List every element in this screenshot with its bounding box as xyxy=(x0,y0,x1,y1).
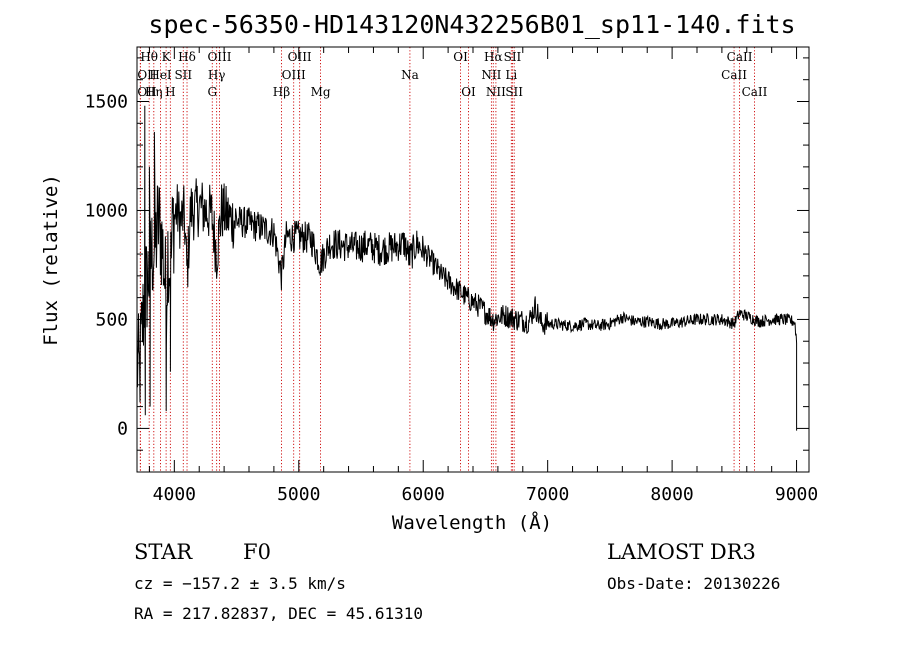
y-tick-label: 500 xyxy=(95,309,128,330)
spectral-line-label: CaII xyxy=(727,50,753,64)
spectrum-trace xyxy=(136,105,798,431)
spectral-line-label: CaII xyxy=(721,68,747,82)
y-tick-label: 1500 xyxy=(85,91,128,112)
x-tick-label: 4000 xyxy=(153,484,196,505)
plot-frame xyxy=(136,46,810,473)
spectral-line-label: OI xyxy=(461,85,476,99)
observation-date: Obs-Date: 20130226 xyxy=(607,574,780,593)
spectral-line-label: H xyxy=(165,85,175,99)
x-tick-label: 5000 xyxy=(277,484,320,505)
spectral-line-label: Mg xyxy=(311,85,331,99)
chart-title: spec-56350-HD143120N432256B01_sp11-140.f… xyxy=(148,10,795,39)
spectral-line-label: CaII xyxy=(742,85,768,99)
spectral-line-label: Li xyxy=(505,68,517,82)
y-axis-ticks: 0 500 1000 1500 xyxy=(85,57,809,473)
spectral-line-label: SII xyxy=(505,85,523,99)
spectral-line-label: NII xyxy=(481,68,501,82)
spectral-line-label: Hα xyxy=(484,50,503,64)
spectral-line-label: OII xyxy=(137,68,157,82)
spectral-line-label: Hβ xyxy=(273,85,290,99)
spectral-line-label: OIII xyxy=(282,68,306,82)
spectral-line-label: Na xyxy=(401,68,419,82)
x-axis-label: Wavelength (Å) xyxy=(392,511,552,534)
spectral-line-label: Hδ xyxy=(178,50,196,64)
x-tick-label: 7000 xyxy=(526,484,569,505)
spectral-line-markers xyxy=(139,47,755,472)
y-axis-label: Flux (relative) xyxy=(40,174,62,346)
spectral-line-label: HeI xyxy=(149,68,172,82)
x-tick-label: 6000 xyxy=(402,484,445,505)
spectral-line-label: OIII xyxy=(288,50,312,64)
spectral-line-label: OII xyxy=(137,85,157,99)
spectral-line-label: SII xyxy=(174,68,192,82)
redshift-text: cz = −157.2 ± 3.5 km/s xyxy=(134,574,346,593)
spectral-line-label: Hη xyxy=(145,85,163,99)
spectral-line-label: OI xyxy=(453,50,468,64)
spectral-line-label: SII xyxy=(504,50,522,64)
y-tick-label: 0 xyxy=(117,418,128,439)
x-tick-label: 9000 xyxy=(775,484,818,505)
survey-name: LAMOST DR3 xyxy=(607,540,756,564)
spectral-line-label: Hθ xyxy=(140,50,158,64)
x-tick-label: 8000 xyxy=(650,484,693,505)
spectral-line-label: Hγ xyxy=(208,68,226,82)
spectral-line-label: K xyxy=(162,50,172,64)
y-tick-label: 1000 xyxy=(85,200,128,221)
spectral-line-label: OIII xyxy=(207,50,231,64)
object-subclass: F0 xyxy=(243,540,271,564)
info-block: STAR F0 cz = −157.2 ± 3.5 km/s RA = 217.… xyxy=(134,540,780,623)
coordinates-text: RA = 217.82837, DEC = 45.61310 xyxy=(134,604,423,623)
object-class: STAR xyxy=(134,540,193,564)
spectral-line-label: NII xyxy=(486,85,506,99)
x-axis-ticks: 4000 5000 6000 7000 8000 9000 xyxy=(148,47,818,505)
spectral-line-label: G xyxy=(207,85,217,99)
